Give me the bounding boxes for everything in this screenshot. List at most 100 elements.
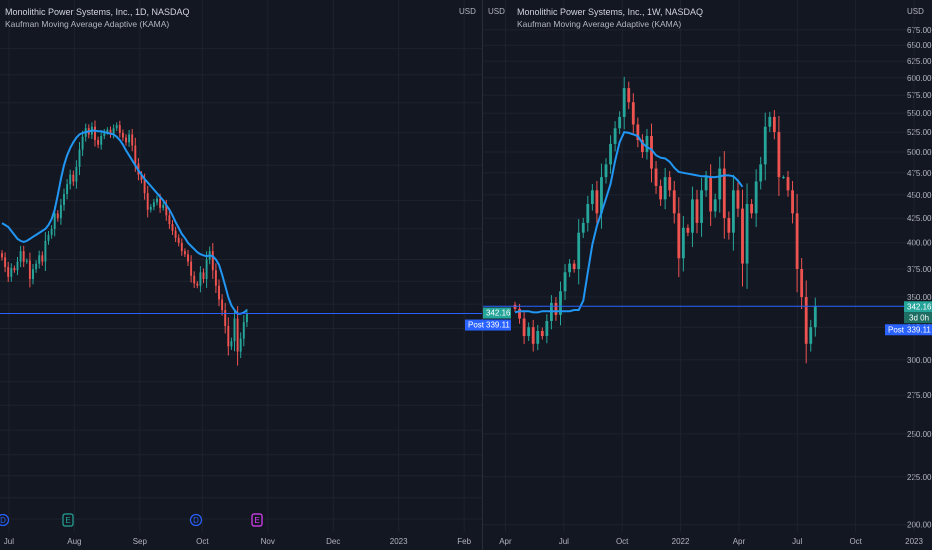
candle[interactable] [239, 338, 242, 352]
candle[interactable] [627, 88, 631, 103]
candle[interactable] [214, 270, 217, 286]
candle[interactable] [659, 185, 663, 200]
candle[interactable] [159, 198, 162, 208]
candle[interactable] [47, 234, 50, 241]
candle[interactable] [230, 341, 233, 347]
candle[interactable] [4, 257, 7, 267]
candle[interactable] [768, 116, 772, 127]
candle[interactable] [795, 213, 799, 269]
candle[interactable] [152, 202, 155, 207]
candle[interactable] [595, 190, 599, 214]
candle[interactable] [527, 327, 531, 337]
candle[interactable] [78, 149, 81, 167]
candle[interactable] [199, 272, 202, 286]
candle[interactable] [782, 177, 785, 179]
candle[interactable] [190, 261, 193, 276]
candle[interactable] [227, 325, 230, 347]
candle[interactable] [777, 132, 781, 178]
candle[interactable] [686, 227, 690, 233]
candle[interactable] [41, 255, 44, 262]
candle[interactable] [146, 193, 149, 210]
candle[interactable] [112, 128, 115, 135]
candle[interactable] [7, 266, 10, 277]
candle[interactable] [631, 102, 635, 125]
candle[interactable] [590, 190, 594, 204]
candle[interactable] [750, 203, 754, 214]
candle[interactable] [180, 242, 183, 252]
candle[interactable] [233, 318, 236, 342]
candle[interactable] [668, 177, 672, 191]
candle[interactable] [763, 126, 767, 165]
candle[interactable] [183, 251, 186, 255]
candle[interactable] [1, 253, 3, 258]
panel-divider[interactable] [482, 0, 483, 550]
earnings-marker[interactable] [251, 513, 263, 527]
candle[interactable] [604, 164, 608, 178]
candle[interactable] [131, 134, 134, 146]
candle[interactable] [156, 198, 158, 203]
candle[interactable] [536, 330, 540, 344]
candle[interactable] [622, 88, 626, 117]
candle[interactable] [125, 137, 127, 143]
candle[interactable] [143, 179, 146, 194]
candle[interactable] [704, 177, 708, 191]
candle[interactable] [66, 184, 69, 195]
candle[interactable] [691, 199, 694, 233]
kama-line[interactable] [1, 129, 248, 315]
candle[interactable] [236, 318, 239, 352]
weekly-indicator-label[interactable]: Kaufman Moving Average Adaptive (KAMA) [517, 19, 682, 29]
candle[interactable] [554, 302, 558, 315]
candle[interactable] [727, 218, 731, 233]
candle[interactable] [28, 260, 31, 280]
candle[interactable] [121, 132, 124, 138]
candle[interactable] [772, 116, 776, 133]
candle[interactable] [654, 168, 658, 186]
candle[interactable] [168, 215, 171, 225]
dividend-marker[interactable] [0, 513, 10, 527]
candle[interactable] [731, 190, 735, 233]
candle[interactable] [700, 190, 703, 223]
candle[interactable] [115, 125, 118, 129]
candle[interactable] [193, 275, 196, 284]
candle[interactable] [640, 139, 644, 152]
candle[interactable] [59, 205, 62, 219]
candle[interactable] [205, 259, 208, 280]
candle[interactable] [672, 190, 676, 214]
candle[interactable] [242, 322, 245, 339]
candle[interactable] [609, 143, 612, 165]
candle[interactable] [221, 299, 224, 311]
candle[interactable] [577, 232, 581, 269]
candle[interactable] [16, 261, 19, 271]
candle[interactable] [813, 306, 817, 328]
candle[interactable] [196, 283, 199, 286]
candle[interactable] [134, 145, 137, 164]
candle[interactable] [618, 116, 622, 129]
candle[interactable] [645, 136, 649, 152]
candle[interactable] [224, 310, 227, 326]
candle[interactable] [245, 313, 248, 323]
candle[interactable] [522, 318, 526, 337]
candle[interactable] [563, 272, 567, 292]
candle[interactable] [545, 320, 549, 337]
dividend-marker[interactable] [189, 513, 203, 527]
candle[interactable] [613, 128, 617, 144]
daily-chart-canvas[interactable]: 650.00610.00570.00530.00490.00450.00420.… [0, 0, 482, 550]
candle[interactable] [804, 297, 808, 344]
candle[interactable] [72, 174, 75, 182]
candle[interactable] [663, 177, 667, 200]
candle[interactable] [94, 126, 96, 140]
candle[interactable] [22, 251, 25, 262]
candle[interactable] [32, 269, 34, 280]
candle[interactable] [650, 136, 653, 169]
candle[interactable] [162, 205, 165, 208]
candle[interactable] [106, 129, 109, 133]
earnings-marker[interactable] [62, 513, 74, 527]
candle[interactable] [736, 190, 740, 209]
candle[interactable] [56, 213, 59, 219]
candle[interactable] [722, 168, 726, 219]
candle[interactable] [636, 124, 640, 140]
candle[interactable] [81, 136, 84, 150]
candle[interactable] [50, 228, 53, 235]
candle[interactable] [97, 139, 100, 145]
candle[interactable] [75, 166, 78, 182]
